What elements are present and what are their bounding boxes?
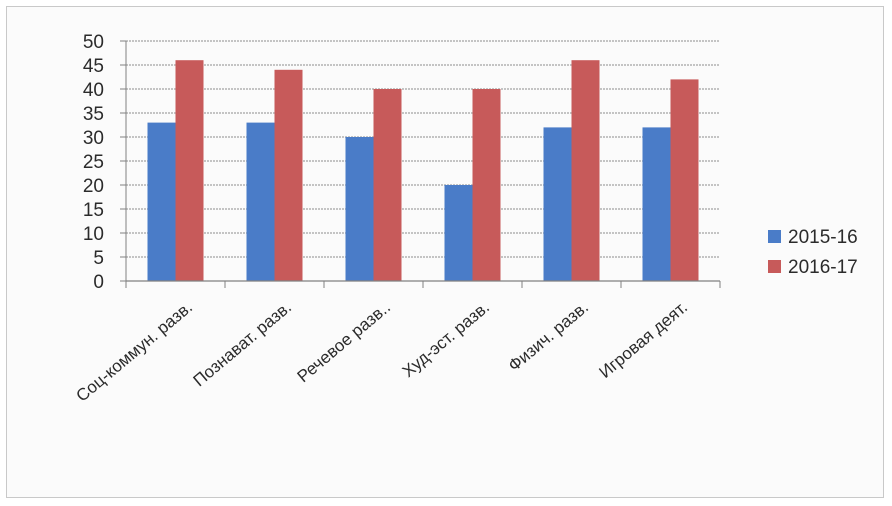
y-tick-label: 10 bbox=[83, 224, 104, 245]
bar-2015-16-3 bbox=[444, 185, 473, 281]
bar-2016-17-5 bbox=[670, 79, 699, 282]
legend: 2015-16 2016-17 bbox=[768, 227, 858, 278]
y-tick-label: 30 bbox=[83, 128, 104, 149]
axes bbox=[120, 40, 721, 288]
bar-2016-17-0 bbox=[175, 60, 204, 282]
bar-2015-16-2 bbox=[345, 137, 374, 281]
bar-2016-17-1 bbox=[274, 69, 303, 281]
x-category-label: Речевое разв.. bbox=[294, 298, 395, 387]
y-tick-label: 5 bbox=[93, 248, 104, 269]
y-tick-label: 35 bbox=[83, 104, 104, 125]
bar-2015-16-4 bbox=[543, 127, 572, 282]
y-tick-label: 25 bbox=[83, 152, 104, 173]
x-category-label: Игровая деят. bbox=[596, 298, 692, 382]
y-tick-label: 15 bbox=[83, 200, 104, 221]
y-axis-tick-labels: 0 5 10 15 20 25 30 35 40 45 50 bbox=[83, 32, 104, 293]
bar-2015-16-1 bbox=[246, 122, 275, 281]
bar-2015-16-0 bbox=[147, 122, 176, 281]
gridlines bbox=[126, 40, 720, 258]
bar-2016-17-3 bbox=[472, 89, 501, 281]
x-category-label: Соц-коммун. разв. bbox=[72, 298, 196, 406]
legend-swatch-2015-16 bbox=[768, 230, 781, 243]
legend-label: 2016-17 bbox=[788, 257, 858, 278]
legend-swatch-2016-17 bbox=[768, 260, 781, 273]
y-tick-label: 40 bbox=[83, 80, 104, 101]
x-category-label: Худ-эст. разв. bbox=[399, 298, 493, 382]
bar-2016-17-2 bbox=[373, 89, 402, 281]
x-axis-category-labels: Соц-коммун. разв.Познават. разв.Речевое … bbox=[72, 298, 691, 406]
bar-2016-17-4 bbox=[571, 60, 600, 282]
x-category-label: Физич. разв. bbox=[505, 298, 593, 376]
y-tick-label: 45 bbox=[83, 56, 104, 77]
bar-2015-16-5 bbox=[642, 127, 671, 282]
y-tick-label: 20 bbox=[83, 176, 104, 197]
y-tick-label: 0 bbox=[93, 272, 104, 293]
legend-label: 2015-16 bbox=[788, 227, 858, 248]
bars bbox=[147, 60, 699, 282]
y-tick-label: 50 bbox=[83, 32, 104, 53]
x-category-label: Познават. разв. bbox=[190, 298, 295, 391]
